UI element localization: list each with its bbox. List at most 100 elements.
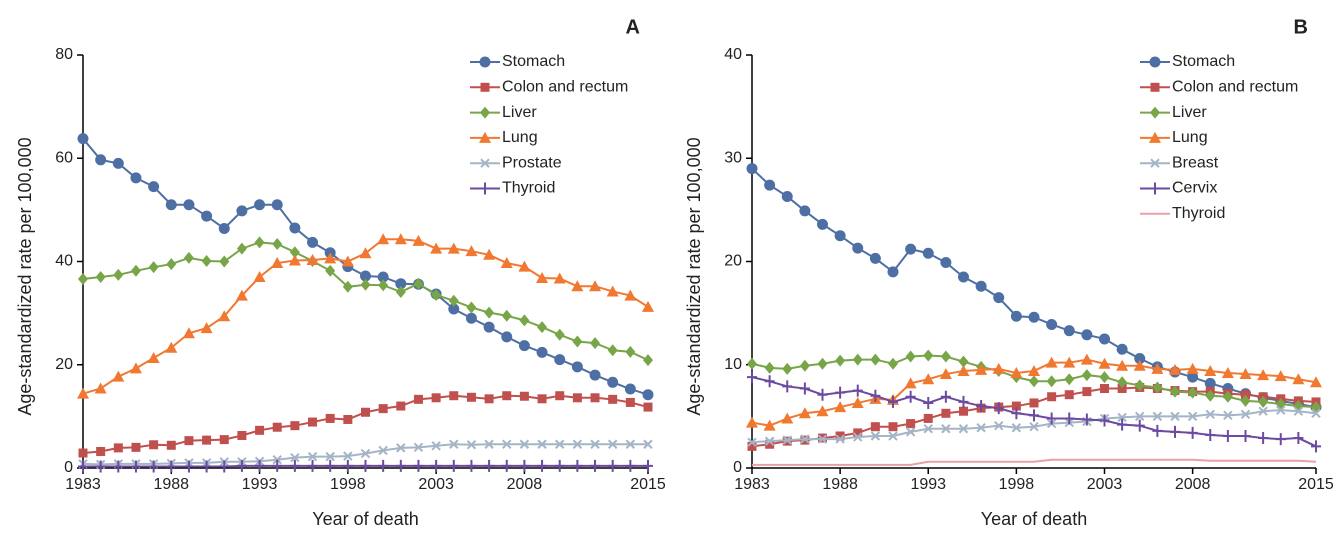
marker [958, 355, 969, 368]
marker [254, 236, 265, 249]
marker [1029, 398, 1039, 408]
marker [431, 459, 442, 472]
marker [96, 446, 106, 456]
marker [763, 419, 776, 431]
marker [396, 401, 406, 411]
legend-label: Colon and rectum [502, 79, 628, 96]
marker [887, 266, 899, 278]
marker [993, 292, 1005, 304]
marker [395, 459, 406, 472]
marker [396, 443, 406, 453]
marker [555, 439, 565, 449]
marker [870, 422, 880, 432]
marker [643, 439, 653, 449]
marker [1170, 411, 1180, 422]
marker [1064, 390, 1074, 400]
marker [835, 434, 845, 444]
marker [202, 435, 212, 445]
marker [940, 390, 951, 403]
marker [149, 440, 159, 450]
marker [219, 460, 230, 473]
marker [130, 460, 141, 473]
marker [484, 459, 495, 472]
marker [607, 459, 618, 472]
marker [501, 309, 512, 322]
x-axis-title: Year of death [981, 509, 1087, 529]
x-tick-label: 2015 [1298, 476, 1334, 493]
marker [607, 344, 618, 357]
marker [940, 257, 952, 269]
marker [1029, 421, 1039, 432]
marker [958, 424, 969, 434]
marker [798, 407, 811, 419]
marker [94, 382, 107, 394]
y-tick-label: 40 [55, 253, 73, 270]
marker [888, 431, 898, 441]
marker [130, 172, 142, 184]
marker [992, 362, 1005, 374]
marker [1047, 392, 1057, 402]
legend-marker [479, 56, 491, 68]
marker [1011, 423, 1022, 433]
legend-marker [480, 182, 490, 195]
marker [289, 246, 300, 259]
x-tick-label: 2003 [1087, 476, 1123, 493]
marker [289, 459, 300, 472]
marker [219, 255, 230, 268]
marker [624, 383, 636, 395]
marker [976, 423, 986, 433]
marker [77, 133, 89, 145]
marker [782, 435, 792, 445]
marker [799, 205, 811, 217]
marker [431, 289, 442, 302]
x-tick-label: 2008 [1175, 476, 1211, 493]
marker [1221, 367, 1234, 379]
marker [308, 417, 318, 427]
y-tick-label: 30 [724, 149, 742, 166]
marker [1239, 368, 1252, 380]
marker [958, 271, 969, 283]
marker [183, 251, 194, 264]
marker [1274, 370, 1287, 382]
marker [324, 252, 337, 264]
marker [500, 257, 513, 269]
marker [782, 362, 793, 375]
marker [113, 460, 124, 473]
marker [272, 455, 282, 465]
marker [1205, 428, 1216, 441]
marker [483, 321, 495, 333]
marker [939, 368, 952, 380]
marker [747, 371, 757, 384]
marker [923, 413, 933, 423]
marker [590, 337, 601, 350]
marker [1063, 325, 1075, 337]
marker [1134, 379, 1145, 392]
marker [607, 439, 618, 449]
marker [1170, 425, 1180, 438]
marker [325, 451, 335, 462]
marker [764, 436, 775, 446]
marker [1117, 383, 1127, 393]
marker [378, 279, 389, 292]
y-axis-title: Age-standardized rate per 100,000 [15, 137, 35, 415]
marker [747, 437, 757, 447]
marker [1081, 369, 1092, 382]
marker [1223, 410, 1233, 421]
legend-label: Liver [502, 104, 537, 121]
panel-label: B [1294, 16, 1308, 38]
marker [1222, 390, 1233, 403]
marker [1292, 373, 1305, 385]
marker [236, 242, 247, 255]
legend-label: Stomach [502, 53, 565, 70]
marker [1187, 411, 1198, 422]
legend-marker [1149, 56, 1161, 68]
marker [395, 285, 406, 298]
marker [1311, 440, 1321, 453]
marker [412, 234, 425, 246]
marker [236, 205, 248, 217]
marker [781, 190, 793, 202]
marker [606, 285, 619, 297]
marker [590, 459, 601, 472]
y-tick-label: 80 [55, 46, 73, 63]
marker [764, 375, 775, 388]
